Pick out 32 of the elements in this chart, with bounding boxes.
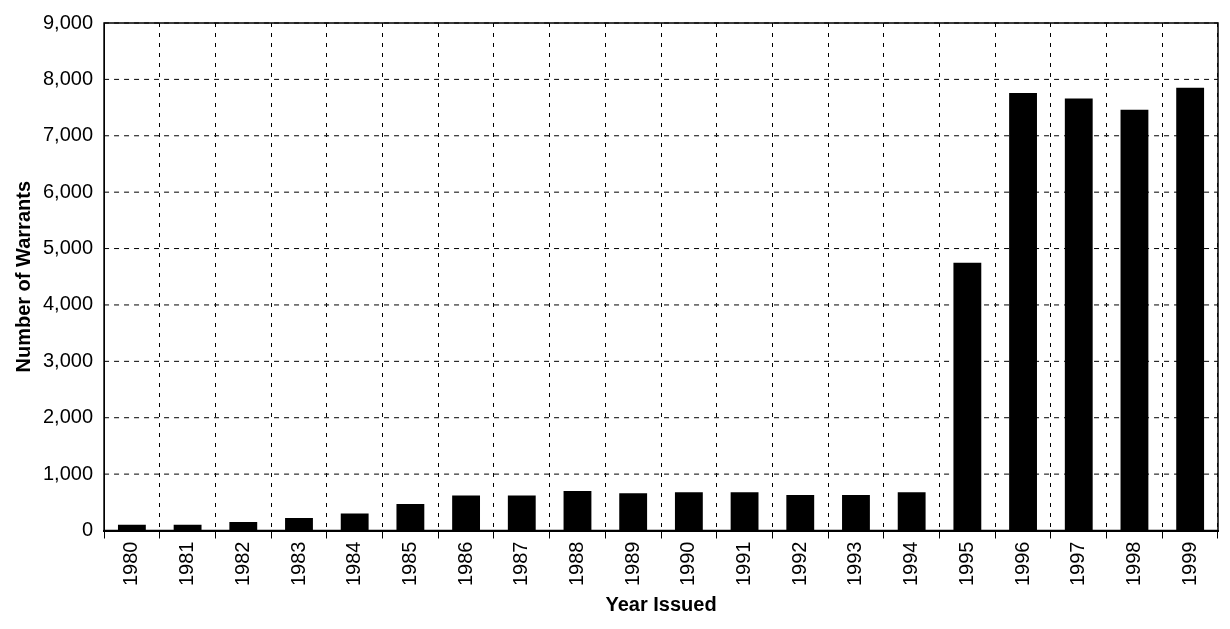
y-tick-label: 1,000 bbox=[42, 461, 94, 484]
x-tick-label: 1992 bbox=[787, 541, 810, 587]
y-tick-label: 0 bbox=[81, 518, 94, 541]
y-tick-label: 8,000 bbox=[42, 66, 94, 89]
x-tick-label: 1999 bbox=[1177, 541, 1200, 587]
x-tick-label: 1981 bbox=[175, 541, 198, 587]
x-tick-label: 1986 bbox=[453, 541, 476, 587]
x-tick-label: 1980 bbox=[119, 541, 142, 587]
x-tick-label: 1989 bbox=[620, 541, 643, 587]
y-tick-label: 3,000 bbox=[42, 348, 94, 371]
x-tick-label: 1983 bbox=[286, 541, 309, 587]
x-tick-label: 1990 bbox=[676, 541, 699, 587]
x-tick-label: 1996 bbox=[1010, 541, 1033, 587]
x-tick-label: 1993 bbox=[843, 541, 866, 587]
x-tick-label: 1987 bbox=[509, 541, 532, 587]
y-tick-label: 7,000 bbox=[42, 123, 94, 146]
x-tick-label: 1984 bbox=[342, 541, 365, 587]
x-tick-label: 1994 bbox=[899, 541, 922, 587]
x-axis-title: Year Issued bbox=[605, 592, 717, 615]
y-tick-label: 4,000 bbox=[42, 292, 94, 315]
x-tick-label: 1991 bbox=[732, 541, 755, 587]
y-tick-label: 2,000 bbox=[42, 405, 94, 428]
x-tick-label: 1997 bbox=[1066, 541, 1089, 587]
x-tick-label: 1982 bbox=[230, 541, 253, 587]
y-axis-title: Number of Warrants bbox=[11, 181, 34, 373]
x-tick-label: 1988 bbox=[564, 541, 587, 587]
x-tick-label: 1998 bbox=[1121, 541, 1144, 587]
y-tick-label: 6,000 bbox=[42, 179, 94, 202]
y-tick-label: 9,000 bbox=[42, 10, 94, 33]
x-tick-label: 1985 bbox=[397, 541, 420, 587]
x-tick-label: 1995 bbox=[954, 541, 977, 587]
y-tick-label: 5,000 bbox=[42, 236, 94, 259]
